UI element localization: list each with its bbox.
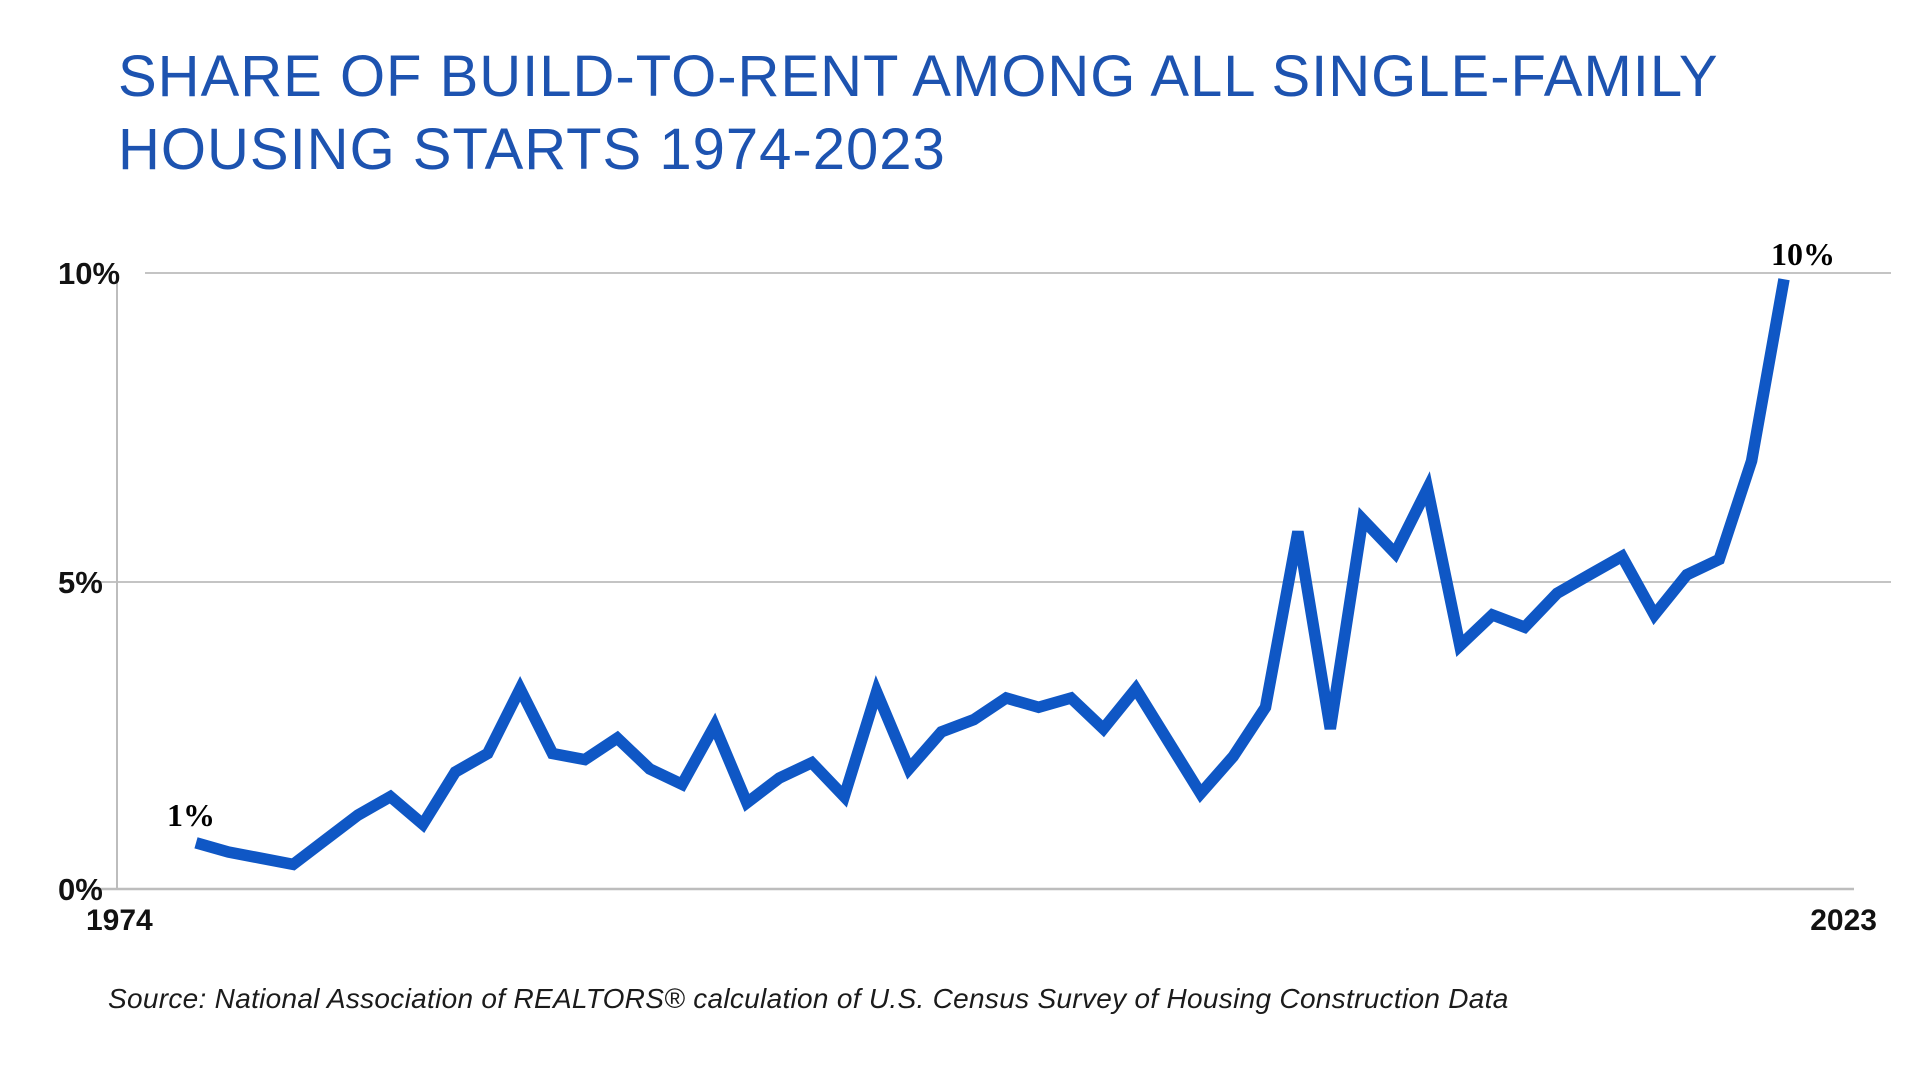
x-tick-label-2023: 2023	[1810, 904, 1877, 937]
source-note: Source: National Association of REALTORS…	[108, 983, 1509, 1014]
chart-title-line2: HOUSING STARTS 1974-2023	[118, 117, 946, 182]
chart-title: SHARE OF BUILD-TO-RENT AMONG ALL SINGLE-…	[118, 40, 1758, 186]
y-tick-label-0pct: 0%	[58, 872, 103, 907]
x-tick-label-1974: 1974	[86, 904, 153, 937]
y-tick-label-10pct: 10%	[58, 256, 121, 291]
chart-title-line1: SHARE OF BUILD-TO-RENT AMONG ALL SINGLE-…	[118, 44, 1719, 109]
y-tick-label-5pct: 5%	[58, 565, 103, 600]
series-line	[194, 278, 1790, 871]
first-point-value-label: 1%	[167, 797, 215, 833]
last-point-value-label: 10%	[1771, 236, 1835, 272]
